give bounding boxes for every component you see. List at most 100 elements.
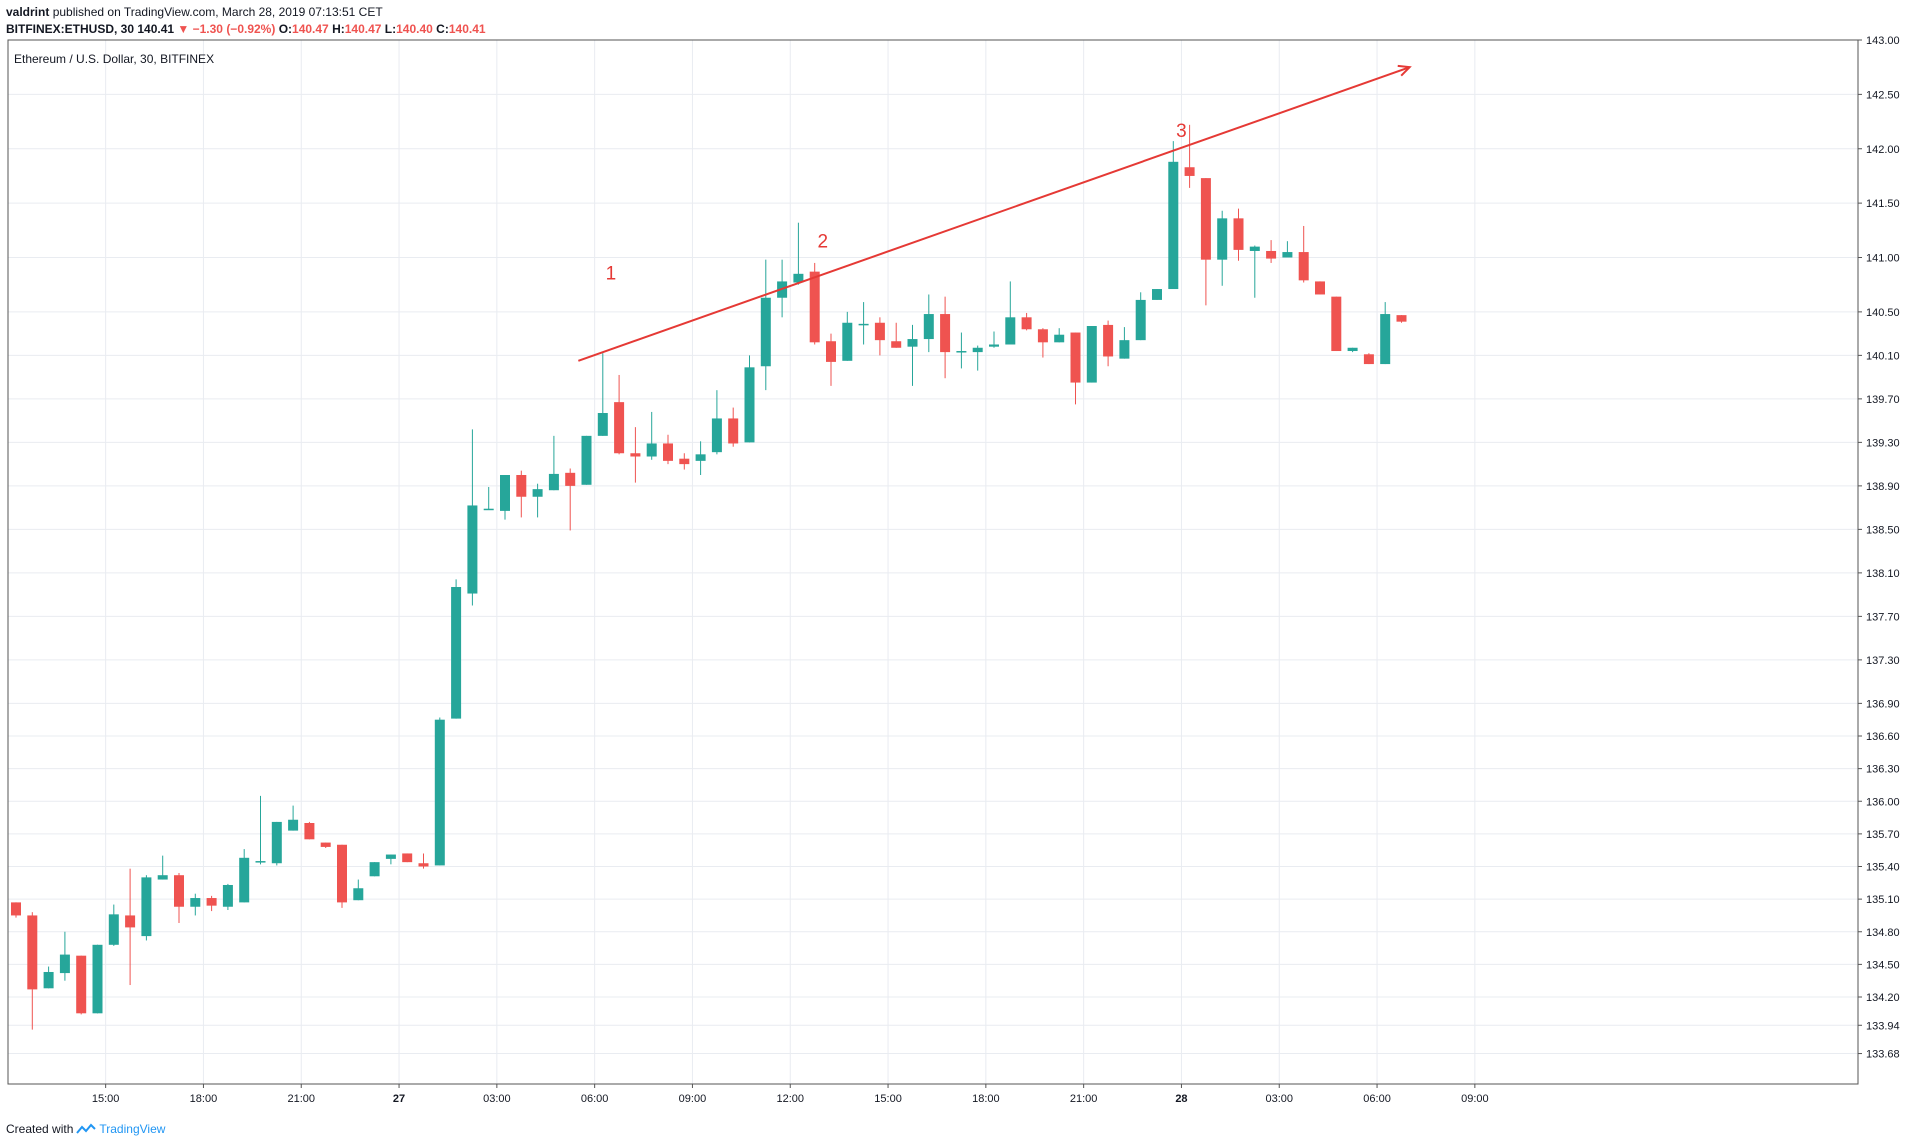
candle (711, 390, 722, 455)
candle-body (1005, 317, 1016, 345)
candle-body (92, 944, 103, 1014)
candle-body (271, 821, 282, 864)
time-tick-label: 21:00 (287, 1093, 315, 1105)
candle (940, 296, 951, 379)
candle (516, 470, 527, 518)
candle (663, 434, 673, 465)
candle (614, 374, 625, 455)
candle-body (1086, 326, 1097, 383)
candle-body (516, 475, 527, 497)
price-tick-label: 135.10 (1866, 894, 1900, 906)
candle-body (532, 489, 543, 497)
candle (728, 407, 739, 447)
author-name[interactable]: valdrint (6, 5, 50, 19)
candle-body (565, 472, 576, 486)
candle-body (59, 954, 70, 974)
candle-body (434, 719, 445, 866)
candle-body (43, 971, 54, 989)
time-axis: 15:00 18:00 21:00 27 03:00 06:00 09:00 12:00 15:… (92, 1084, 1489, 1105)
candle (157, 855, 168, 880)
candle-body (646, 443, 657, 457)
candle (1103, 320, 1114, 367)
candle-body (1103, 324, 1114, 357)
candle-body (500, 475, 510, 511)
candle-body (614, 402, 625, 454)
time-tick-label: 06:00 (581, 1093, 609, 1105)
candle (532, 483, 543, 518)
candle-body (451, 587, 462, 719)
candle-body (385, 854, 396, 859)
candle (744, 355, 755, 443)
publish-info: published on TradingView.com, March 28, … (52, 5, 383, 19)
candle (907, 324, 918, 386)
candle (59, 931, 70, 981)
candle-body (141, 877, 152, 937)
candle-body (760, 297, 771, 367)
candle-body (891, 341, 902, 348)
high-value: 140.47 (344, 22, 382, 36)
candle (1021, 312, 1032, 331)
candle-body (695, 454, 706, 461)
price-tick-label: 138.50 (1866, 524, 1900, 536)
candle (646, 411, 657, 460)
candle-body (11, 902, 21, 916)
candle-body (793, 273, 804, 283)
time-tick-label: 09:00 (1461, 1093, 1489, 1105)
candle-body (744, 367, 755, 443)
candle-body (288, 819, 299, 831)
candle-body (206, 898, 217, 906)
candle-body (125, 915, 136, 928)
candle (1282, 241, 1293, 258)
chart-header: valdrint published on TradingView.com, M… (6, 4, 486, 38)
candle-body (418, 863, 429, 867)
candle (467, 429, 478, 606)
candle-body (826, 341, 836, 362)
candle (402, 853, 413, 863)
symbol-label: BITFINEX:ETHUSD, 30 (6, 22, 135, 36)
candle (369, 862, 380, 877)
candle (239, 849, 250, 903)
chart-title: Ethereum / U.S. Dollar, 30, BITFINEX (14, 52, 214, 66)
candle (891, 322, 902, 348)
candle-body (972, 347, 983, 353)
candle (174, 873, 184, 924)
candle (1168, 141, 1179, 290)
candle-body (108, 914, 119, 945)
candle-body (1200, 178, 1211, 260)
close-value: 140.41 (448, 22, 486, 36)
candle (679, 453, 690, 470)
candle (434, 717, 445, 866)
candle (1184, 124, 1195, 188)
candle-body (157, 875, 168, 880)
price-tick-label: 133.94 (1866, 1020, 1900, 1032)
candle-body (1363, 354, 1374, 365)
candle (1363, 353, 1374, 365)
price-change: ▼ −1.30 (−0.92%) (177, 22, 276, 36)
candle (500, 475, 510, 520)
annotations: 1 2 3 (578, 64, 1412, 362)
candle-body (369, 862, 380, 877)
candle (1315, 281, 1325, 295)
tradingview-brand[interactable]: TradingView (99, 1122, 166, 1136)
candle (858, 302, 869, 345)
candle (1298, 225, 1309, 283)
candle-body (1021, 317, 1032, 330)
low-label: L: (384, 22, 397, 36)
time-tick-label: 03:00 (1265, 1093, 1293, 1105)
candle-body (1184, 167, 1195, 176)
low-value: 140.40 (396, 22, 433, 36)
candle-body (874, 322, 885, 341)
footer: Created with TradingView (6, 1122, 165, 1136)
candle-body (679, 458, 690, 465)
candle (1396, 315, 1407, 323)
candle-body (940, 314, 951, 353)
time-tick-label: 15:00 (874, 1093, 902, 1105)
trendline-arrowhead (1397, 64, 1412, 77)
candle-body (304, 823, 315, 840)
candle-body (337, 844, 347, 903)
close-label: C: (436, 22, 449, 36)
candle (1005, 281, 1016, 345)
candle-body (907, 339, 918, 347)
candle (337, 844, 347, 908)
